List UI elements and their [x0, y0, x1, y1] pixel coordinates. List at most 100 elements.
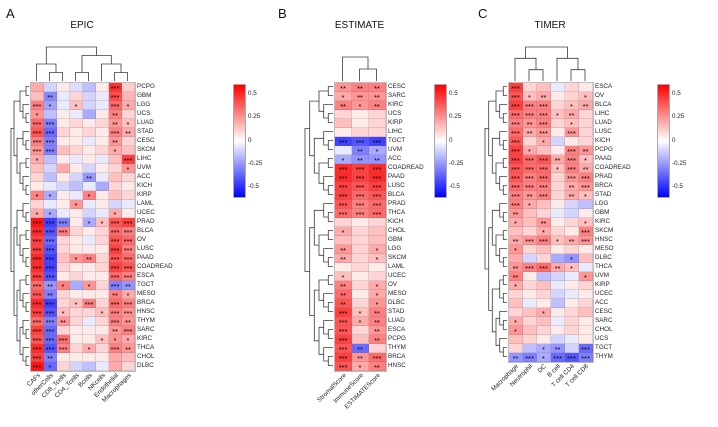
heatmap-cell [551, 92, 565, 101]
heatmap-cell: * [83, 218, 96, 227]
heatmap-cell: *** [565, 173, 579, 182]
heatmap-cell [537, 326, 551, 335]
heatmap-cell: * [70, 254, 83, 263]
row-label: PAAD [388, 173, 405, 180]
heatmap-cell [551, 281, 565, 290]
heatmap-cell [122, 200, 135, 209]
heatmap-cell [537, 146, 551, 155]
heatmap-cell [96, 209, 109, 218]
heatmap-cell: ** [509, 209, 523, 218]
row-label: KIRC [595, 218, 611, 225]
heatmap-cell [57, 254, 70, 263]
colorbar-tick-label: -0.25 [449, 159, 464, 167]
heatmap-cell [96, 92, 109, 101]
heatmap-cell [565, 299, 579, 308]
heatmap-cell [96, 281, 109, 290]
heatmap-cell: *** [31, 227, 44, 236]
heatmap-cell: * [122, 164, 135, 173]
heatmap-cell: *** [109, 218, 122, 227]
heatmap-cell [96, 155, 109, 164]
heatmap-cell [537, 83, 551, 92]
heatmap-cell [352, 227, 369, 236]
row-label: THCA [595, 263, 613, 270]
row-label: UCEC [595, 290, 613, 297]
heatmap-cell [122, 173, 135, 182]
heatmap-cell: ** [579, 146, 593, 155]
heatmap-cell: ** [523, 191, 537, 200]
heatmap-cell: *** [31, 272, 44, 281]
colorbar-tick-label: 0.5 [672, 89, 681, 97]
heatmap-cell [96, 299, 109, 308]
heatmap-grid: ****************************************… [30, 82, 136, 372]
heatmap-cell: *** [122, 227, 135, 236]
heatmap-cell [96, 119, 109, 128]
heatmap-cell [369, 119, 386, 128]
heatmap-cell [57, 164, 70, 173]
heatmap-cell: * [551, 164, 565, 173]
heatmap-cell: * [109, 146, 122, 155]
heatmap-cell [551, 209, 565, 218]
heatmap-cell [537, 272, 551, 281]
heatmap-cell: *** [335, 344, 352, 353]
heatmap-cell: *** [352, 164, 369, 173]
heatmap-cell: ** [109, 119, 122, 128]
heatmap-cell [579, 308, 593, 317]
heatmap-cell: * [122, 335, 135, 344]
heatmap-cell: *** [122, 272, 135, 281]
panel-title-estimate: ESTIMATE [334, 20, 385, 31]
heatmap-cell [551, 254, 565, 263]
panel-title-timer: TIMER [534, 20, 566, 31]
heatmap-cell [57, 173, 70, 182]
heatmap-cell: *** [537, 128, 551, 137]
heatmap-cell [122, 362, 135, 371]
heatmap-cell [83, 362, 96, 371]
colorbar-tick-label: 0 [672, 136, 676, 144]
row-label: CHOL [137, 353, 155, 360]
heatmap-cell: *** [31, 101, 44, 110]
row-label: GBM [595, 209, 610, 216]
heatmap-cell [57, 200, 70, 209]
row-label: ACC [137, 173, 151, 180]
row-label: UCS [137, 110, 151, 117]
heatmap-cell [565, 227, 579, 236]
row-label: LGG [595, 200, 609, 207]
heatmap-cell [57, 272, 70, 281]
heatmap-cell: ** [83, 254, 96, 263]
row-label: PRAD [137, 218, 155, 225]
heatmap-cell [96, 254, 109, 263]
heatmap-cell: *** [109, 281, 122, 290]
heatmap-cell: *** [509, 83, 523, 92]
heatmap-cell: *** [31, 119, 44, 128]
heatmap-cell [70, 191, 83, 200]
heatmap-cell [122, 146, 135, 155]
heatmap-cell: ** [523, 128, 537, 137]
heatmap-cell [579, 209, 593, 218]
row-label: LUAD [595, 119, 612, 126]
heatmap-cell: ** [369, 155, 386, 164]
heatmap-cell: ** [335, 281, 352, 290]
row-dendrogram [484, 86, 507, 357]
heatmap-cell [96, 236, 109, 245]
heatmap-cell [109, 353, 122, 362]
heatmap-cell: * [509, 317, 523, 326]
heatmap-cell [551, 119, 565, 128]
heatmap-cell [579, 245, 593, 254]
heatmap-cell [44, 155, 57, 164]
heatmap-cell: * [352, 101, 369, 110]
heatmap-cell: *** [44, 344, 57, 353]
heatmap-cell [551, 227, 565, 236]
heatmap-cell [57, 92, 70, 101]
heatmap-cell [523, 281, 537, 290]
heatmap-cell: ** [109, 137, 122, 146]
heatmap-cell: *** [109, 101, 122, 110]
heatmap-cell [122, 110, 135, 119]
heatmap-cell [335, 128, 352, 137]
heatmap-cell: ** [509, 353, 523, 362]
heatmap-cell [70, 245, 83, 254]
heatmap-cell: * [551, 236, 565, 245]
heatmap-cell: *** [31, 326, 44, 335]
heatmap-cell [70, 128, 83, 137]
heatmap-cell [523, 227, 537, 236]
heatmap-cell: * [31, 110, 44, 119]
row-label: PAAD [595, 155, 612, 162]
